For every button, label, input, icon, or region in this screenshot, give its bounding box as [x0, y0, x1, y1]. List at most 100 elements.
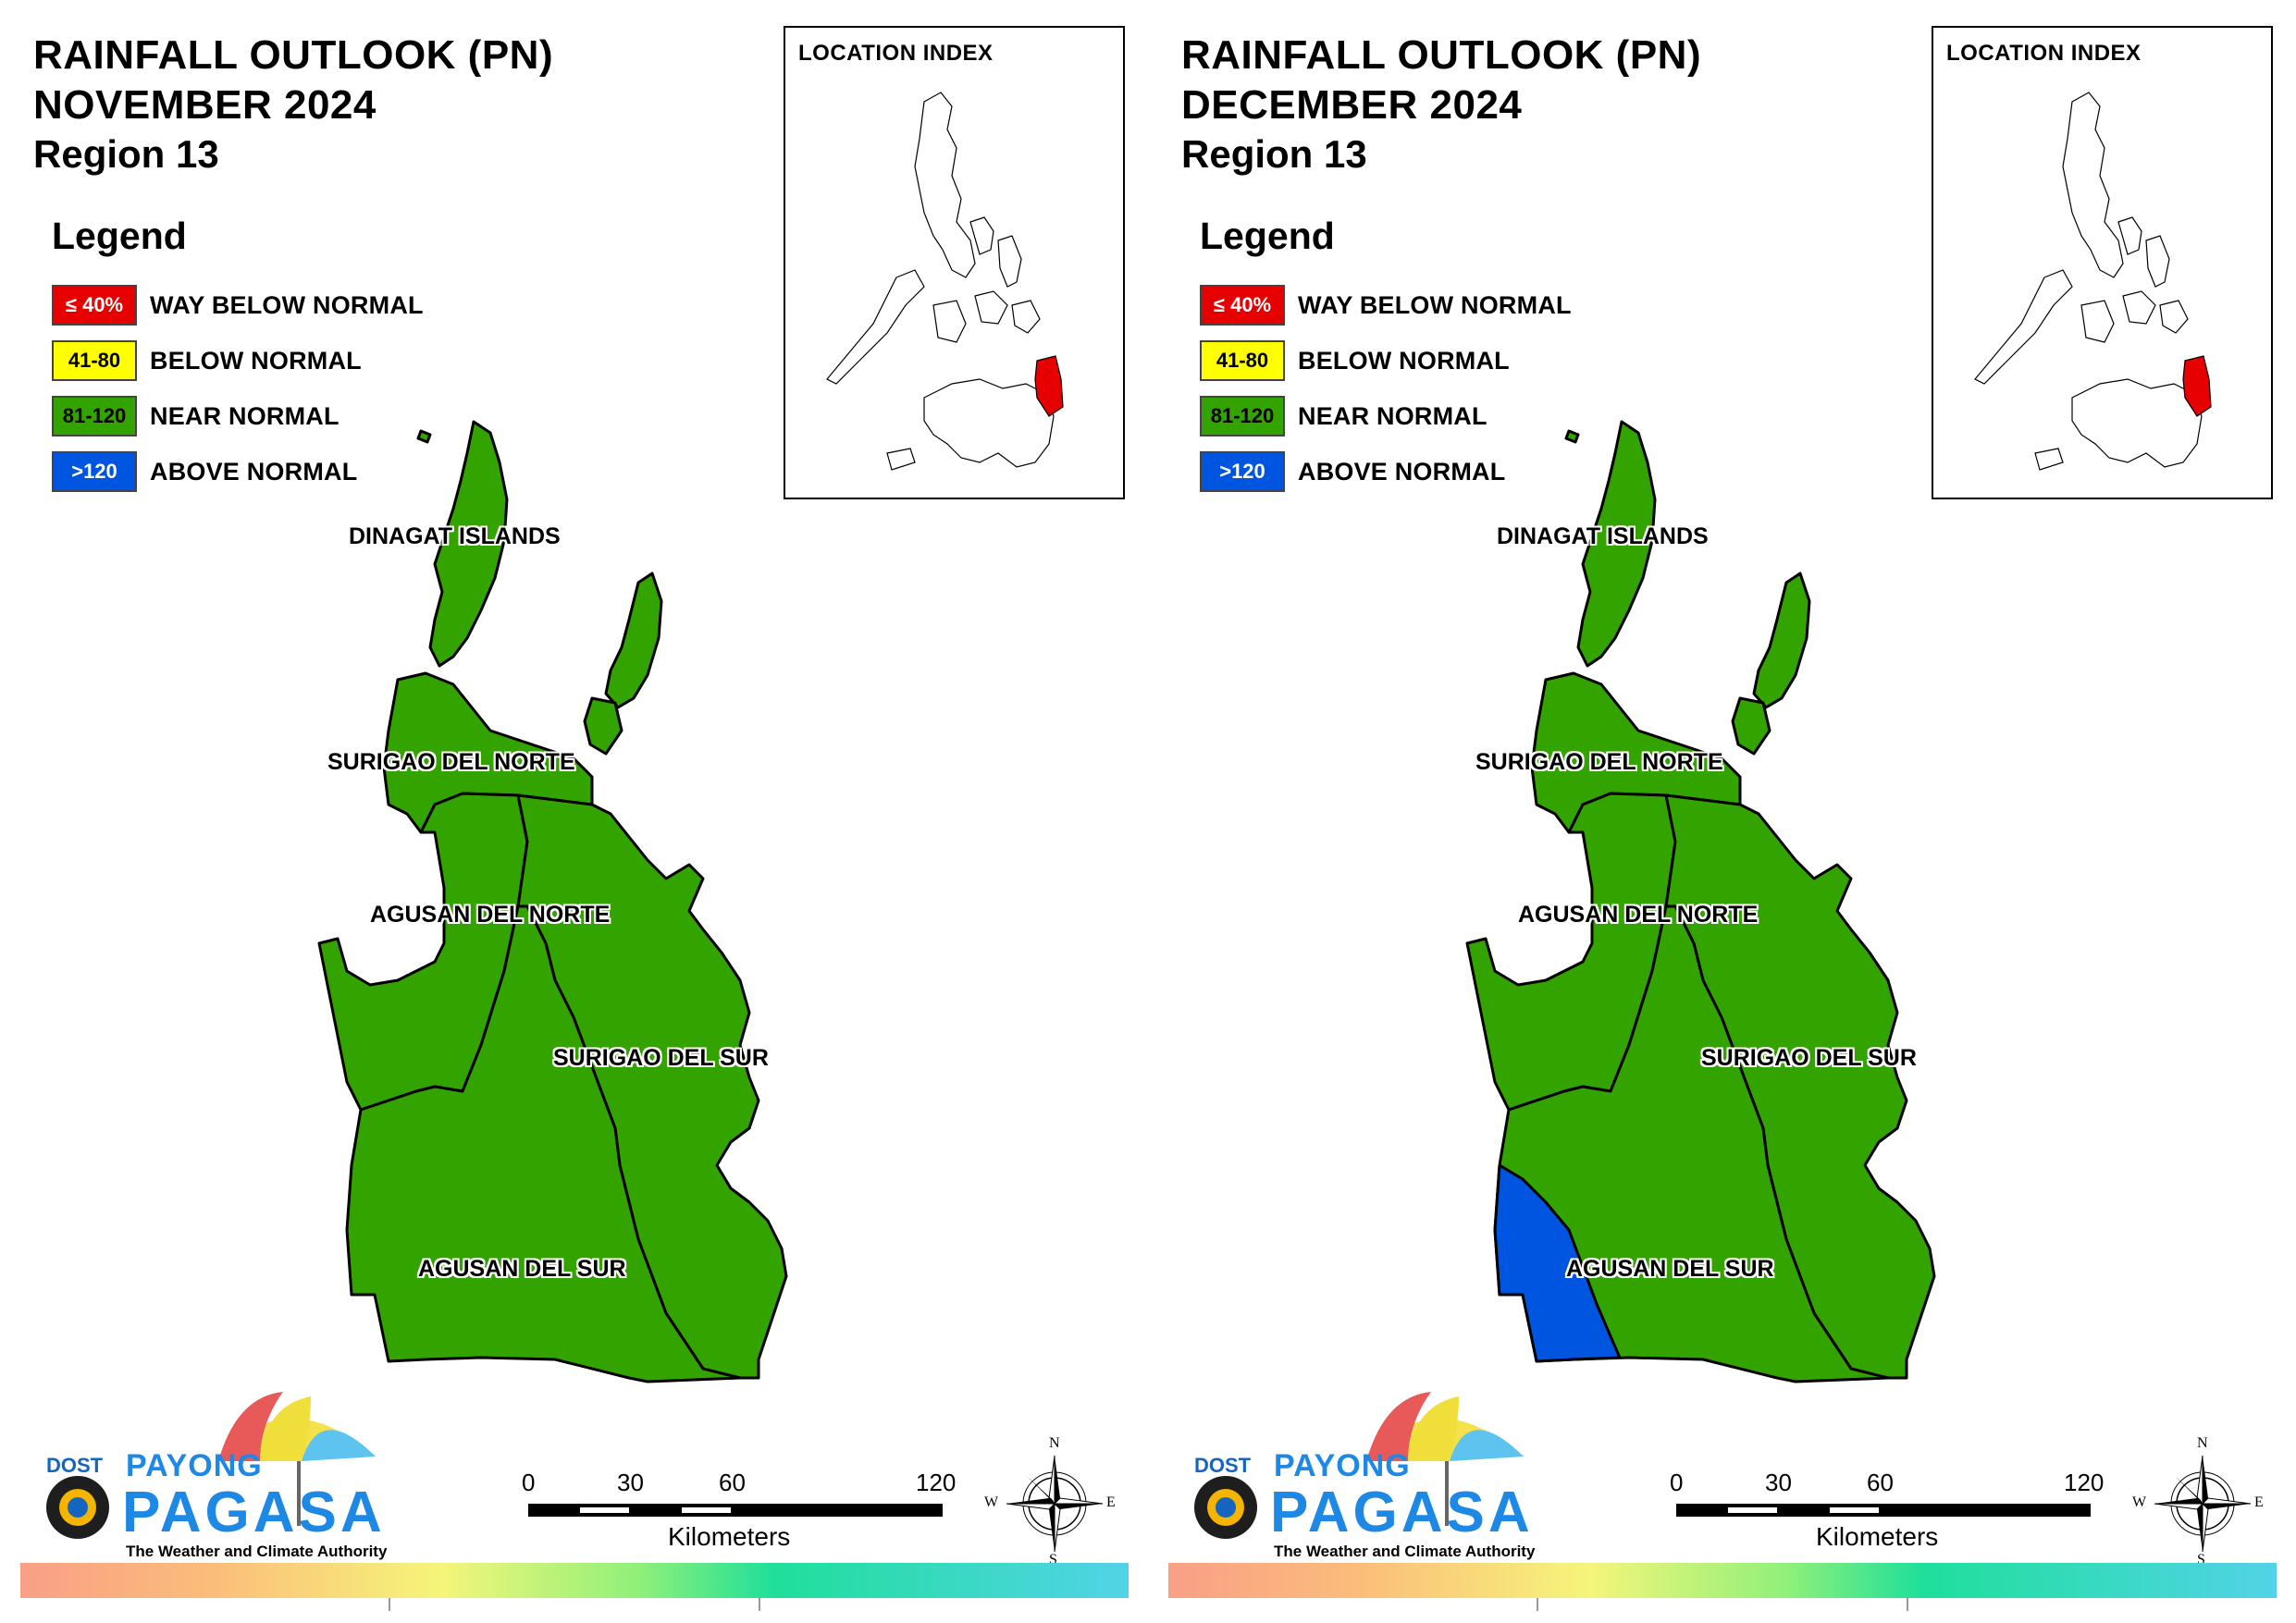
title-line-3: Region 13: [1181, 132, 1367, 176]
compass-n: N: [2197, 1435, 2208, 1451]
legend-label-below: BELOW NORMAL: [1298, 346, 1510, 375]
region13-highlight: [1034, 355, 1064, 417]
label-agusan-del-sur: AGUSAN DEL SUR: [1566, 1256, 1774, 1282]
map-title: RAINFALL OUTLOOK (PN) DECEMBER 2024 Regi…: [1181, 35, 1701, 174]
label-dinagat-islands: DINAGAT ISLANDS: [1497, 523, 1709, 549]
legend-swatch-near: 81-120: [1200, 396, 1285, 436]
scale-tick-30: 30: [1765, 1469, 1792, 1496]
dost-text: DOST: [1194, 1454, 1252, 1477]
legend-title: Legend: [52, 215, 187, 257]
scale-tick-30: 30: [617, 1469, 644, 1496]
legend-label-above: ABOVE NORMAL: [150, 457, 358, 486]
label-surigao-del-sur: SURIGAO DEL SUR: [1701, 1045, 1917, 1071]
scale-tick-0: 0: [522, 1469, 536, 1496]
label-surigao-del-norte: SURIGAO DEL NORTE: [1475, 749, 1723, 775]
scale-tick-60: 60: [1867, 1469, 1894, 1496]
legend-swatch-way-below: ≤ 40%: [52, 285, 137, 326]
outlook-panel-november: RAINFALL OUTLOOK (PN) NOVEMBER 2024 Regi…: [20, 26, 1129, 1611]
legend-label-way-below: WAY BELOW NORMAL: [150, 290, 424, 319]
compass-s: S: [1049, 1552, 1057, 1568]
compass-e: E: [2254, 1494, 2264, 1510]
legend-item-below: 41-80 BELOW NORMAL: [52, 338, 424, 384]
scale-unit: Kilometers: [1816, 1522, 1939, 1551]
title-line-1: RAINFALL OUTLOOK (PN): [1181, 32, 1702, 78]
legend-label-below: BELOW NORMAL: [150, 346, 362, 375]
province-surigao-del-norte-siargao: [1752, 572, 1811, 709]
pagasa-text: PAGASA: [1270, 1481, 1534, 1544]
label-surigao-del-sur: SURIGAO DEL SUR: [553, 1045, 769, 1071]
scale-unit: Kilometers: [668, 1522, 791, 1551]
umbrella-icon: [46, 1392, 376, 1539]
scale-bar: 0 30 60 120 Kilometers: [1670, 1469, 2119, 1552]
legend-item-below: 41-80 BELOW NORMAL: [1200, 338, 1572, 384]
region13-highlight: [2182, 355, 2212, 417]
legend-item-near: 81-120 NEAR NORMAL: [1200, 393, 1572, 439]
legend-swatch-way-below: ≤ 40%: [1200, 285, 1285, 326]
label-agusan-del-norte: AGUSAN DEL NORTE: [370, 902, 611, 928]
legend-title: Legend: [1200, 215, 1335, 257]
location-index-title: LOCATION INDEX: [798, 41, 994, 66]
payong-text: PAYONG: [1274, 1448, 1411, 1483]
payong-text: PAYONG: [126, 1448, 263, 1483]
legend: Legend ≤ 40% WAY BELOW NORMAL 41-80 BELO…: [52, 215, 424, 504]
compass-w: W: [984, 1494, 999, 1510]
scale-tick-0: 0: [1670, 1469, 1684, 1496]
legend-label-way-below: WAY BELOW NORMAL: [1298, 290, 1572, 319]
legend-swatch-above: >120: [52, 451, 137, 492]
legend-swatch-near: 81-120: [52, 396, 137, 436]
legend-swatch-below: 41-80: [1200, 340, 1285, 381]
legend-item-above: >120 ABOVE NORMAL: [1200, 449, 1572, 495]
province-agusan-del-sur: [345, 904, 742, 1383]
province-dinagat-islands: [428, 420, 509, 668]
compass-e: E: [1106, 1494, 1116, 1510]
tagline: The Weather and Climate Authority: [1274, 1543, 1536, 1560]
compass-rose-icon: N S E W: [984, 1435, 1119, 1568]
umbrella-icon: [1194, 1392, 1524, 1539]
region13-map: [1465, 420, 1936, 1383]
compass-w: W: [2132, 1494, 2147, 1510]
pagasa-text: PAGASA: [122, 1481, 386, 1544]
compass-n: N: [1049, 1435, 1060, 1451]
scale-tick-120: 120: [916, 1469, 957, 1496]
legend-label-near: NEAR NORMAL: [1298, 401, 1487, 430]
legend-label-near: NEAR NORMAL: [150, 401, 339, 430]
label-surigao-del-norte: SURIGAO DEL NORTE: [327, 749, 575, 775]
location-index-box: LOCATION INDEX: [784, 26, 1125, 499]
tagline: The Weather and Climate Authority: [126, 1543, 388, 1560]
label-agusan-del-norte: AGUSAN DEL NORTE: [1518, 902, 1759, 928]
outlook-panel-december: RAINFALL OUTLOOK (PN) DECEMBER 2024 Regi…: [1148, 0, 2296, 1623]
philippines-index-map: [826, 92, 1064, 471]
color-gradient-bar: [20, 1563, 1129, 1611]
legend-item-way-below: ≤ 40% WAY BELOW NORMAL: [1200, 282, 1572, 328]
legend-swatch-above: >120: [1200, 451, 1285, 492]
province-dinagat-islands-islet: [416, 429, 432, 444]
location-index-title: LOCATION INDEX: [1946, 41, 2142, 66]
title-line-2: NOVEMBER 2024: [33, 82, 376, 128]
dost-text: DOST: [46, 1454, 104, 1477]
title-line-2: DECEMBER 2024: [1181, 82, 1523, 128]
scale-tick-60: 60: [719, 1469, 746, 1496]
payong-pagasa-logo: DOST PAYONG PAGASA The Weather and Clima…: [33, 1387, 388, 1563]
scale-tick-120: 120: [2064, 1469, 2105, 1496]
province-surigao-del-norte-siargao: [604, 572, 663, 709]
location-index-box: LOCATION INDEX: [1932, 26, 2273, 499]
scale-bar: 0 30 60 120 Kilometers: [522, 1469, 971, 1552]
legend-swatch-below: 41-80: [52, 340, 137, 381]
legend: Legend ≤ 40% WAY BELOW NORMAL 41-80 BELO…: [1200, 215, 1572, 504]
philippines-index-map: [1974, 92, 2212, 471]
legend-item-near: 81-120 NEAR NORMAL: [52, 393, 424, 439]
scale-bar-graphic: [1676, 1504, 2091, 1517]
legend-label-above: ABOVE NORMAL: [1298, 457, 1506, 486]
label-agusan-del-sur: AGUSAN DEL SUR: [418, 1256, 626, 1282]
compass-s: S: [2197, 1552, 2205, 1568]
legend-item-above: >120 ABOVE NORMAL: [52, 449, 424, 495]
province-dinagat-islands: [1576, 420, 1657, 668]
color-gradient-bar: [1168, 1563, 2277, 1611]
compass-rose-icon: N S E W: [2132, 1435, 2267, 1568]
above-normal-area: [1493, 1163, 1622, 1363]
scale-bar-graphic: [528, 1504, 943, 1517]
legend-item-way-below: ≤ 40% WAY BELOW NORMAL: [52, 282, 424, 328]
map-title: RAINFALL OUTLOOK (PN) NOVEMBER 2024 Regi…: [33, 35, 553, 174]
payong-pagasa-logo: DOST PAYONG PAGASA The Weather and Clima…: [1181, 1387, 1536, 1563]
label-dinagat-islands: DINAGAT ISLANDS: [349, 523, 561, 549]
